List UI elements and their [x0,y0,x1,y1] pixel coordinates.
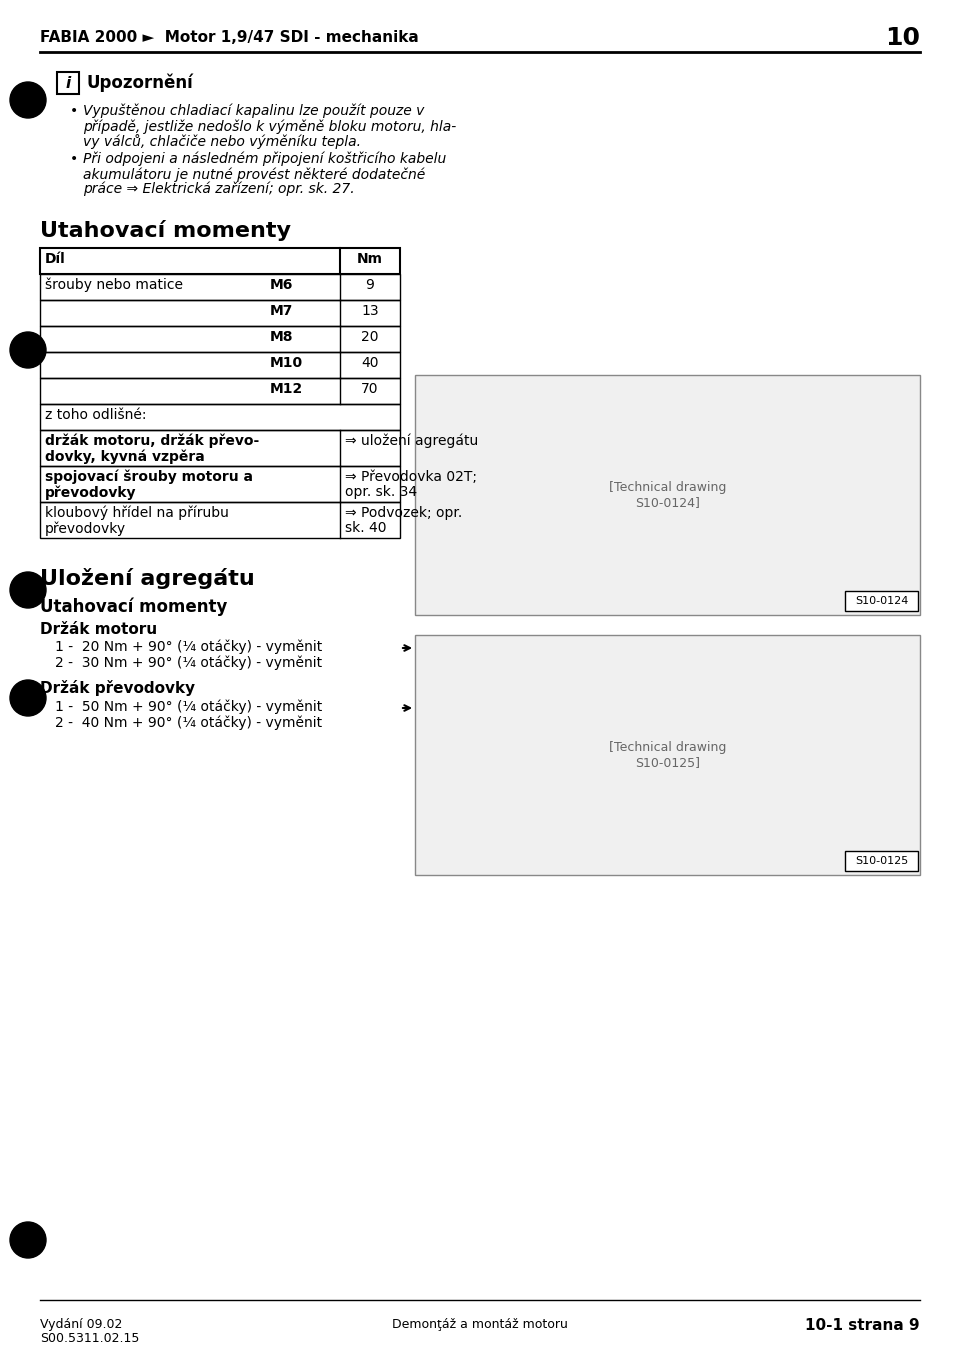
Text: [Technical drawing
S10-0124]: [Technical drawing S10-0124] [609,481,726,509]
Text: práce ⇒ Elektrická zařízení; opr. sk. 27.: práce ⇒ Elektrická zařízení; opr. sk. 27… [83,182,354,197]
Bar [40,300,400,326]
Text: M12: M12 [270,382,303,397]
Text: M10: M10 [270,356,303,369]
Text: 1 -  20 Nm + 90° (¹⁄₄ otáčky) - vyměnit: 1 - 20 Nm + 90° (¹⁄₄ otáčky) - vyměnit [55,640,323,655]
Bar [57,72,79,94]
Text: S10-0124: S10-0124 [855,596,909,606]
Circle shape [10,572,46,608]
Text: sk. 40: sk. 40 [345,521,387,535]
Text: Vydání 09.02: Vydání 09.02 [40,1319,122,1331]
Text: spojovací šrouby motoru a: spojovací šrouby motoru a [45,470,253,485]
Bar [40,352,400,378]
Text: M8: M8 [270,330,294,344]
Text: 10: 10 [885,26,920,50]
Bar [40,378,400,403]
Text: ⇒ uložení agregátu: ⇒ uložení agregátu [345,435,478,448]
Bar [40,430,400,466]
Text: [Technical drawing
S10-0125]: [Technical drawing S10-0125] [609,741,726,769]
Text: •: • [70,105,79,118]
Text: případě, jestliže nedošlo k výměně bloku motoru, hla-: případě, jestliže nedošlo k výměně bloku… [83,120,456,133]
Text: šrouby nebo matice: šrouby nebo matice [45,278,183,292]
Text: 70: 70 [361,382,379,397]
Text: dovky, kyvná vzpěra: dovky, kyvná vzpěra [45,449,204,463]
Text: 20: 20 [361,330,379,344]
Circle shape [10,1222,46,1258]
Text: i: i [65,76,71,91]
Text: S10-0125: S10-0125 [855,856,908,866]
Text: 2 -  40 Nm + 90° (¹⁄₄ otáčky) - vyměnit: 2 - 40 Nm + 90° (¹⁄₄ otáčky) - vyměnit [55,716,323,731]
Text: vy válců, chlačiče nebo výměníku tepla.: vy válců, chlačiče nebo výměníku tepla. [83,134,361,149]
Text: 1 -  50 Nm + 90° (¹⁄₄ otáčky) - vyměnit: 1 - 50 Nm + 90° (¹⁄₄ otáčky) - vyměnit [55,699,323,714]
Text: 40: 40 [361,356,379,369]
Text: M6: M6 [270,278,294,292]
Circle shape [10,680,46,716]
Text: 2 -  30 Nm + 90° (¹⁄₄ otáčky) - vyměnit: 2 - 30 Nm + 90° (¹⁄₄ otáčky) - vyměnit [55,656,323,671]
Circle shape [10,81,46,118]
Bar [40,274,400,300]
Text: Držák motoru: Držák motoru [40,622,157,637]
Text: držák motoru, držák převo-: držák motoru, držák převo- [45,435,259,448]
Text: Při odpojeni a následném připojení koštřicího kabelu: Při odpojeni a následném připojení koštř… [83,152,446,167]
Text: Utahovací momenty: Utahovací momenty [40,220,291,240]
Bar [40,403,400,430]
Text: S00.5311.02.15: S00.5311.02.15 [40,1332,139,1344]
Text: převodovky: převodovky [45,485,136,500]
Bar [415,636,920,875]
Bar [40,249,400,274]
Bar [40,326,400,352]
Bar [40,466,400,502]
Bar [845,591,918,611]
Text: z toho odlišné:: z toho odlišné: [45,407,147,422]
Text: Uložení agregátu: Uložení agregátu [40,568,254,589]
Text: Demonţáž a montáž motoru: Demonţáž a montáž motoru [392,1319,568,1331]
Text: FABIA 2000 ►  Motor 1,9/47 SDI - mechanika: FABIA 2000 ► Motor 1,9/47 SDI - mechanik… [40,30,419,46]
Text: Nm: Nm [357,253,383,266]
Text: opr. sk. 34: opr. sk. 34 [345,485,418,498]
Text: 13: 13 [361,304,379,318]
Text: Díl: Díl [45,253,65,266]
Text: 10-1 strana 9: 10-1 strana 9 [805,1319,920,1334]
Bar [845,851,918,870]
Text: kloubový hřídel na přírubu: kloubový hřídel na přírubu [45,507,228,520]
Bar [415,375,920,615]
Text: Utahovací momenty: Utahovací momenty [40,598,228,617]
Text: 9: 9 [366,278,374,292]
Text: Držák převodovky: Držák převodovky [40,680,195,697]
Text: •: • [70,152,79,166]
Bar [40,502,400,538]
Circle shape [10,331,46,368]
Text: M7: M7 [270,304,294,318]
Text: akumulátoru je nutné provést některé dodatečné: akumulátoru je nutné provést některé dod… [83,167,425,182]
Text: ⇒ Převodovka 02T;: ⇒ Převodovka 02T; [345,470,477,483]
Text: Upozornění: Upozornění [87,73,194,92]
Text: ⇒ Podvozek; opr.: ⇒ Podvozek; opr. [345,507,463,520]
Text: převodovky: převodovky [45,521,126,535]
Text: Vypuštěnou chladiací kapalinu lze použít pouze v: Vypuštěnou chladiací kapalinu lze použít… [83,105,424,118]
